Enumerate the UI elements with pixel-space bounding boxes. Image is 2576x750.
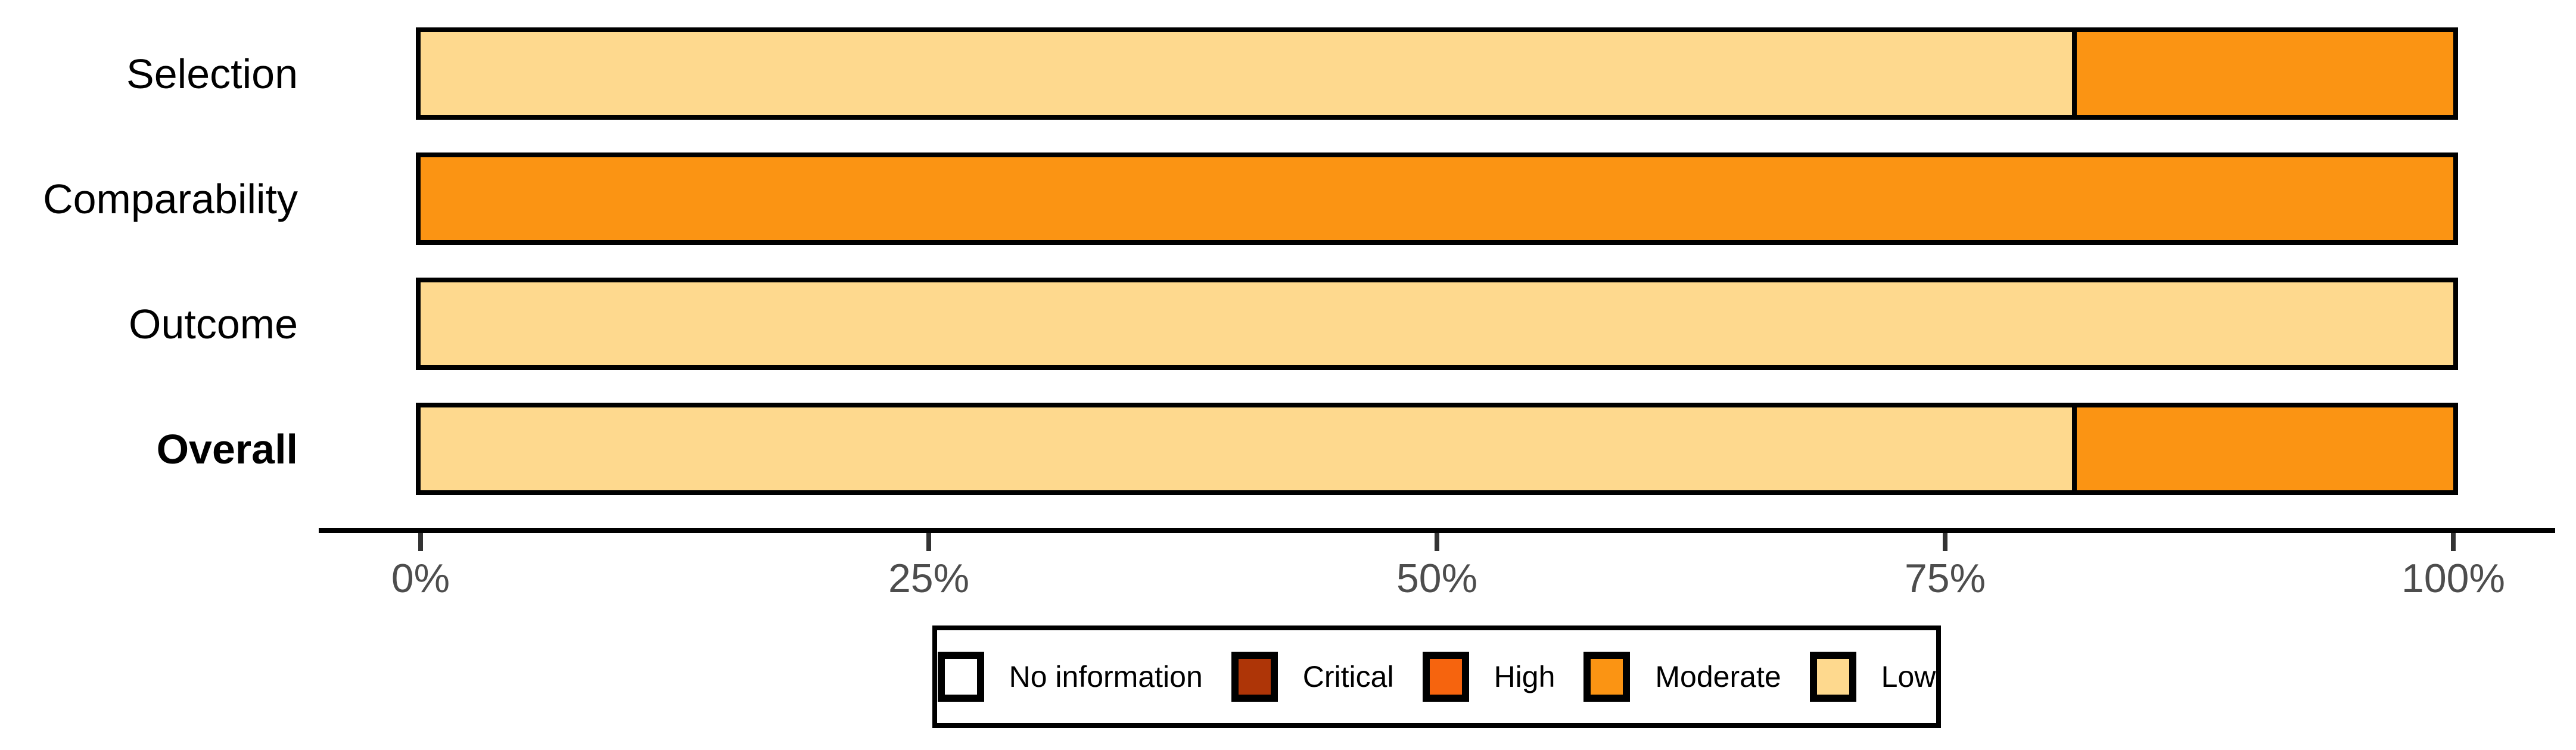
category-label: Comparability bbox=[43, 175, 298, 222]
legend-item: Moderate bbox=[1583, 652, 1781, 702]
legend-item: Critical bbox=[1231, 652, 1394, 702]
legend-item: High bbox=[1422, 652, 1555, 702]
x-axis-tick bbox=[1435, 533, 1439, 551]
legend-label: Critical bbox=[1302, 660, 1394, 693]
stacked-bar bbox=[416, 27, 2458, 120]
bar-segment-moderate bbox=[2072, 32, 2453, 115]
stacked-bar bbox=[416, 278, 2458, 370]
x-axis-tick-label: 0% bbox=[391, 556, 450, 601]
stacked-bar bbox=[416, 403, 2458, 495]
bar-row: Comparability bbox=[0, 153, 2576, 245]
legend-label: Moderate bbox=[1655, 660, 1781, 693]
x-axis-tick bbox=[1943, 533, 1947, 551]
bar-segment-low bbox=[421, 32, 2073, 115]
legend-label: No information bbox=[1009, 660, 1203, 693]
legend-swatch-no-information bbox=[937, 652, 984, 702]
bar-segment-moderate bbox=[421, 157, 2453, 240]
bar-row: Outcome bbox=[0, 278, 2576, 370]
x-axis-tick-label: 50% bbox=[1396, 556, 1478, 601]
stacked-bar bbox=[416, 153, 2458, 245]
x-axis-tick bbox=[926, 533, 931, 551]
legend-label: High bbox=[1494, 660, 1555, 693]
legend-box: No information Critical High Moderate Low bbox=[932, 625, 1941, 728]
legend-item: No information bbox=[937, 652, 1203, 702]
x-axis-tick-label: 25% bbox=[888, 556, 970, 601]
bar-row: Selection bbox=[0, 27, 2576, 120]
bar-segment-moderate bbox=[2072, 407, 2453, 490]
x-axis-tick-label: 75% bbox=[1904, 556, 1986, 601]
x-axis-line bbox=[319, 528, 2555, 533]
bar-segment-low bbox=[421, 407, 2073, 490]
legend-label: Low bbox=[1881, 660, 1936, 693]
legend-swatch-high bbox=[1422, 652, 1469, 702]
bar-segment-low bbox=[421, 282, 2453, 365]
legend-swatch-low bbox=[1809, 652, 1856, 702]
legend-item: Low bbox=[1809, 652, 1936, 702]
category-label: Selection bbox=[126, 50, 298, 97]
legend-swatch-critical bbox=[1231, 652, 1278, 702]
category-label: Outcome bbox=[129, 300, 298, 347]
x-axis-tick bbox=[418, 533, 423, 551]
x-axis-tick bbox=[2451, 533, 2456, 551]
x-axis-tick-label: 100% bbox=[2401, 556, 2505, 601]
bar-row: Overall bbox=[0, 403, 2576, 495]
category-label: Overall bbox=[156, 425, 298, 472]
legend-swatch-moderate bbox=[1583, 652, 1631, 702]
